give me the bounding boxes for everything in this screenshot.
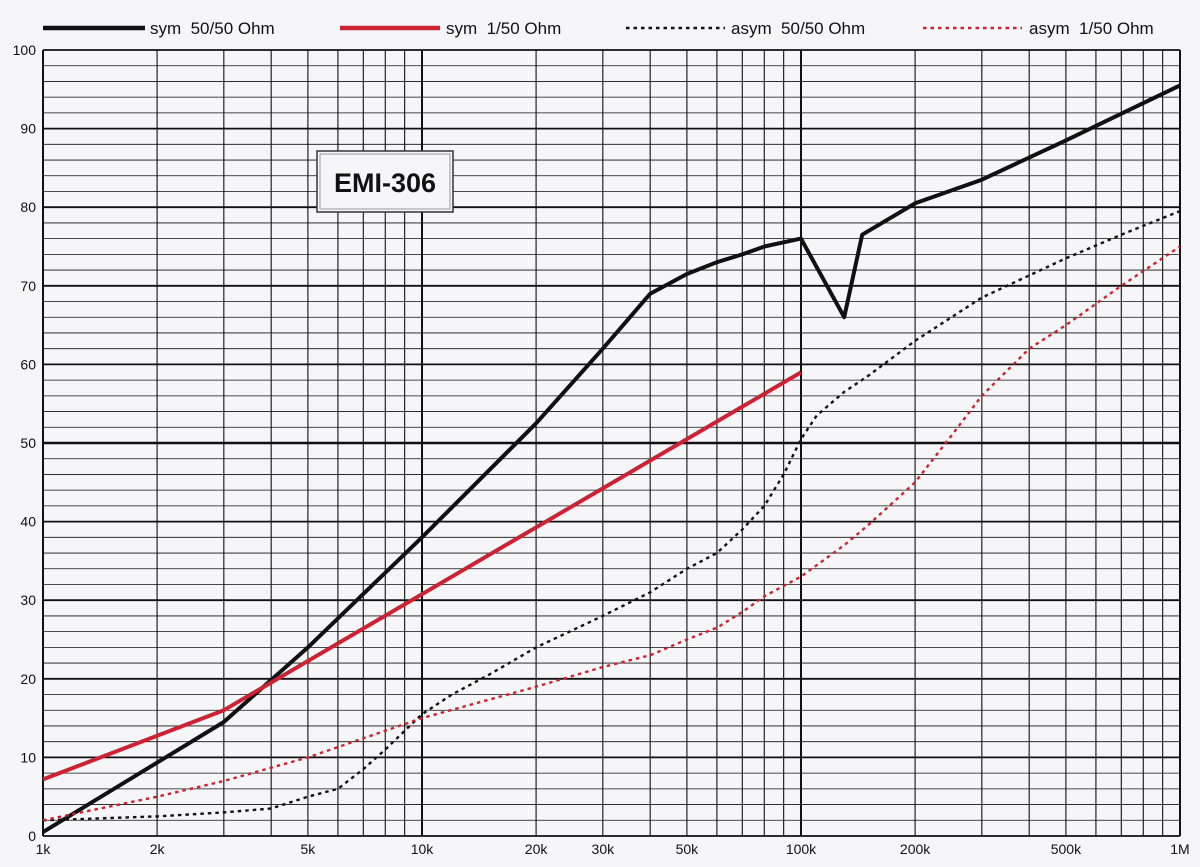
y-tick-label: 30 bbox=[20, 592, 36, 608]
y-tick-label: 60 bbox=[20, 356, 36, 372]
x-tick-label: 10k bbox=[411, 841, 435, 857]
legend-label: asym 1/50 Ohm bbox=[1029, 19, 1154, 38]
legend-label: asym 50/50 Ohm bbox=[731, 19, 865, 38]
y-tick-label: 0 bbox=[28, 828, 36, 844]
x-tick-label: 20k bbox=[525, 841, 549, 857]
y-tick-label: 40 bbox=[20, 514, 36, 530]
x-tick-label: 500k bbox=[1051, 841, 1082, 857]
legend-label: sym 1/50 Ohm bbox=[446, 19, 561, 38]
x-tick-label: 1M bbox=[1170, 841, 1189, 857]
x-tick-label: 1k bbox=[36, 841, 52, 857]
y-tick-label: 80 bbox=[20, 199, 36, 215]
y-tick-label: 20 bbox=[20, 671, 36, 687]
x-tick-label: 30k bbox=[592, 841, 616, 857]
x-tick-label: 100k bbox=[786, 841, 817, 857]
series-line-2 bbox=[42, 370, 803, 782]
y-tick-label: 50 bbox=[20, 435, 36, 451]
series-line-1 bbox=[41, 83, 1181, 834]
y-tick-label: 100 bbox=[13, 42, 37, 58]
y-tick-label: 90 bbox=[20, 121, 36, 137]
chart-title: EMI-306 bbox=[334, 168, 436, 198]
x-tick-label: 5k bbox=[301, 841, 317, 857]
series-line-3 bbox=[42, 209, 1181, 822]
series-lines bbox=[41, 83, 1181, 834]
x-tick-label: 2k bbox=[150, 841, 166, 857]
chart-title-box: EMI-306 bbox=[316, 150, 454, 213]
legend-label: sym 50/50 Ohm bbox=[150, 19, 275, 38]
legend: sym 50/50 Ohm sym 1/50 Ohm asym 50/50 Ohm a… bbox=[43, 19, 1154, 38]
y-tick-label: 10 bbox=[20, 749, 36, 765]
series-line-4 bbox=[42, 245, 1181, 822]
x-tick-label: 50k bbox=[676, 841, 700, 857]
axis-tick-labels: 1k 2k 5k 10k 20k 30k 50k 100k 200k 500k 1M 0 10 20 30 4… bbox=[13, 42, 1190, 857]
x-tick-label: 200k bbox=[900, 841, 931, 857]
y-tick-label: 70 bbox=[20, 278, 36, 294]
